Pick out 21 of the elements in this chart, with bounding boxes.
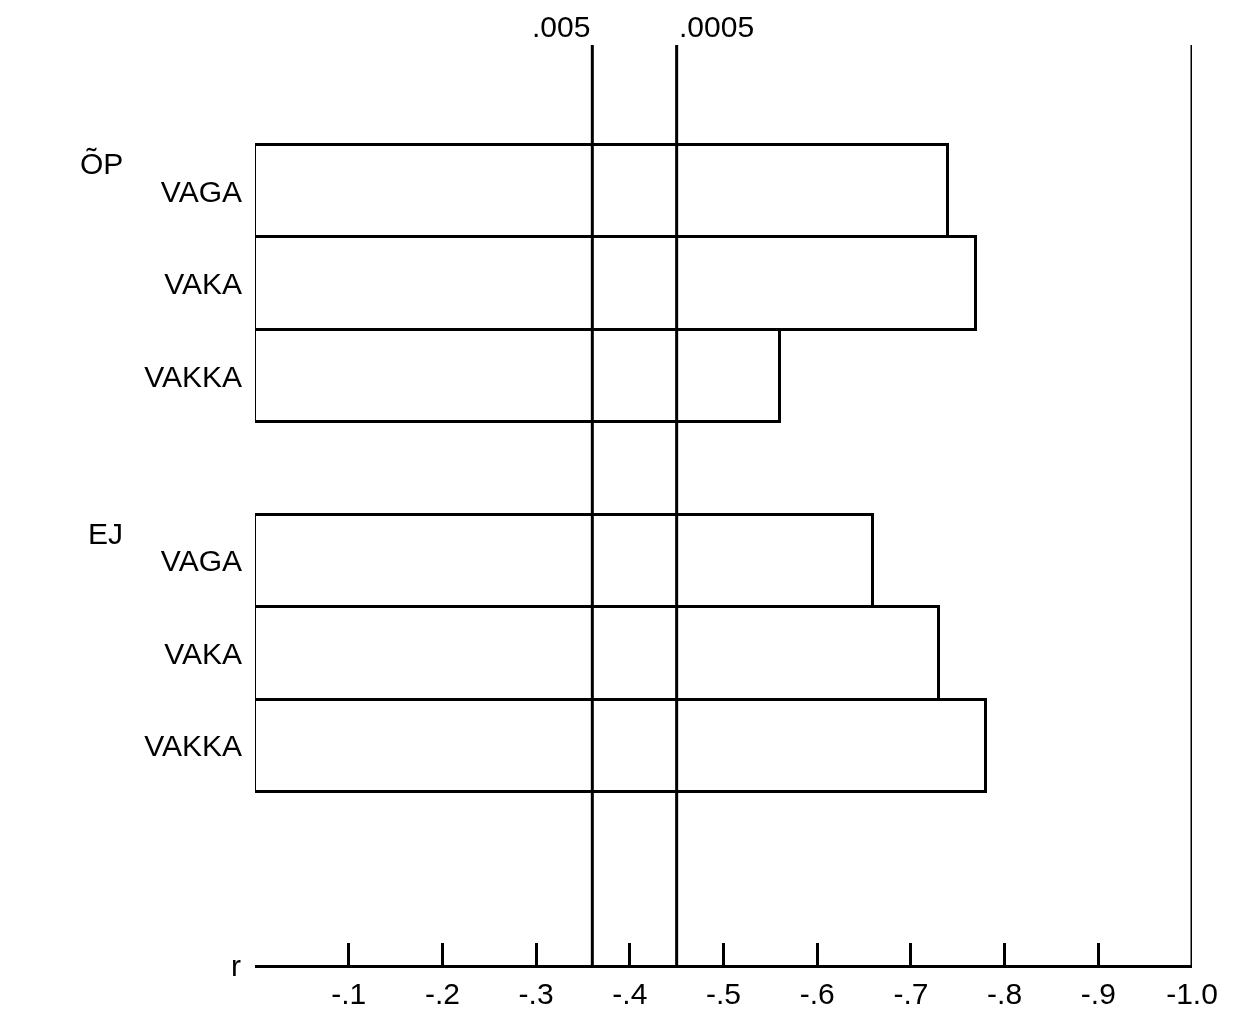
x-axis-title: r (231, 949, 241, 982)
y-tick-label: VAKA (164, 636, 242, 670)
x-tick-label: -1.0 (1166, 977, 1218, 1010)
y-tick-label: VAKA (164, 267, 242, 301)
y-tick-label: VAGA (160, 544, 242, 578)
x-tick-label: -.1 (331, 977, 367, 1010)
x-tick-label: -.3 (518, 977, 554, 1010)
x-tick-label: -.5 (705, 977, 742, 1010)
x-tick-label: -.9 (1080, 977, 1116, 1010)
y-tick-label: VAGA (160, 174, 242, 208)
text: ÕP (80, 147, 124, 180)
text: .0005 (679, 10, 755, 43)
x-tick-label: -.8 (987, 977, 1023, 1010)
text: EJ (88, 517, 124, 550)
text: .005 (532, 10, 591, 43)
x-tick-label: -.4 (612, 977, 648, 1010)
x-tick-label: -.2 (424, 977, 460, 1010)
y-tick-label: VAKKA (144, 359, 242, 393)
x-tick-label: -.7 (893, 977, 929, 1010)
x-tick-label: -.6 (799, 977, 835, 1010)
y-tick-label: VAKKA (144, 729, 242, 763)
